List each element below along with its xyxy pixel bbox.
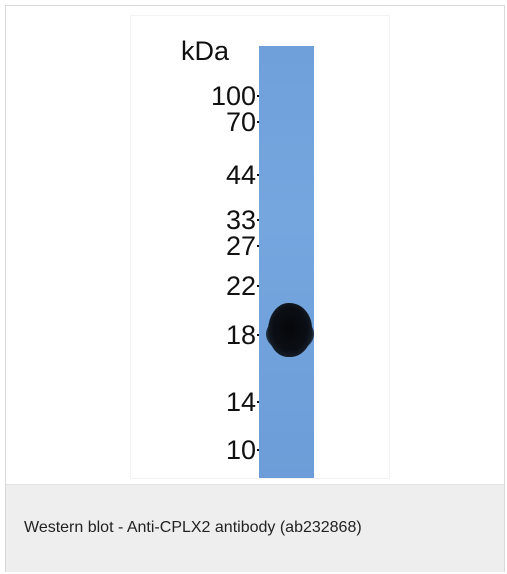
figure-caption: Western blot - Anti-CPLX2 antibody (ab23… [24,519,362,536]
blot-lane [259,46,314,478]
marker-label: 70 [225,107,256,137]
marker-label: 22 [225,271,256,301]
figure-card: kDa 100 70 44 33 27 22 18 14 10 [5,5,505,572]
protein-band [268,303,312,357]
marker-label: 27 [225,231,256,261]
kda-unit-label: kDa [181,36,230,66]
marker-label: 100 [210,81,256,111]
marker-label: 18 [225,320,256,350]
western-blot-figure: kDa 100 70 44 33 27 22 18 14 10 [6,6,504,484]
marker-label: 44 [225,160,256,190]
caption-bar: Western blot - Anti-CPLX2 antibody (ab23… [6,484,504,572]
marker-label: 14 [225,387,256,417]
marker-label: 33 [225,205,256,235]
marker-label: 10 [225,435,256,465]
